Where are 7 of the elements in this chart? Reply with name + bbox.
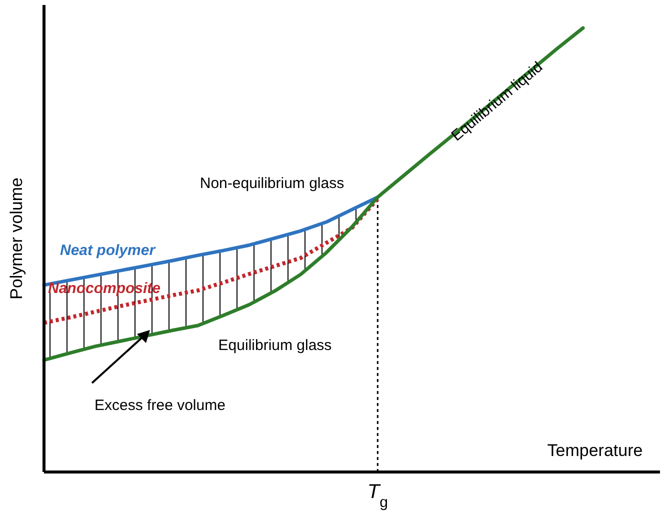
annotation: Non-equilibrium glass xyxy=(200,175,344,192)
text: T$_{g}$ xyxy=(367,481,388,510)
x-axis-title: Temperature xyxy=(547,441,643,460)
annotation: Excess free volume xyxy=(94,397,226,414)
y-axis-title: Polymer volume xyxy=(7,178,26,300)
annotation: Equilibrium glass xyxy=(218,337,332,354)
series-label: Neat polymer xyxy=(60,242,156,260)
